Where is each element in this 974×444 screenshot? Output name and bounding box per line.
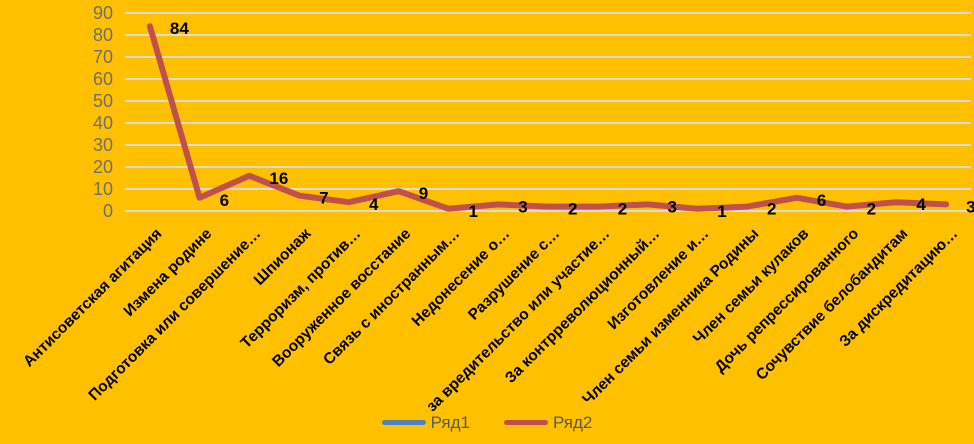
data-label: 16 — [269, 169, 288, 188]
legend-label-series2: Ряд2 — [553, 413, 593, 432]
y-tick-label: 20 — [93, 157, 113, 177]
data-label: 84 — [170, 19, 189, 38]
y-tick-label: 30 — [93, 135, 113, 155]
y-tick-label: 10 — [93, 179, 113, 199]
data-label: 1 — [717, 202, 726, 221]
y-tick-label: 40 — [93, 113, 113, 133]
data-label: 9 — [419, 184, 428, 203]
y-tick-label: 0 — [103, 201, 113, 221]
y-tick-label: 90 — [93, 3, 113, 23]
data-label: 2 — [867, 200, 876, 219]
data-label: 3 — [668, 197, 677, 216]
y-tick-label: 50 — [93, 91, 113, 111]
data-label: 2 — [767, 200, 776, 219]
y-tick-label: 80 — [93, 25, 113, 45]
data-label: 7 — [319, 189, 328, 208]
series2-line-swatch — [504, 420, 548, 425]
data-label: 6 — [220, 191, 229, 210]
data-label: 2 — [618, 200, 627, 219]
series-line-2[interactable] — [146, 23, 950, 212]
data-label: 3 — [966, 197, 974, 216]
data-label: 2 — [568, 200, 577, 219]
data-label: 3 — [518, 197, 527, 216]
legend-item-series1[interactable]: Ряд1 — [381, 413, 470, 432]
y-tick-label: 70 — [93, 47, 113, 67]
data-label: 4 — [916, 195, 926, 214]
series1-line-swatch — [381, 420, 426, 425]
legend-item-series2[interactable]: Ряд2 — [504, 414, 592, 431]
legend: Ряд1 Ряд2 — [0, 414, 974, 431]
data-label: 1 — [468, 202, 477, 221]
data-label: 6 — [817, 191, 826, 210]
data-label: 4 — [369, 195, 379, 214]
legend-label-series1: Ряд1 — [430, 413, 470, 432]
y-tick-label: 60 — [93, 69, 113, 89]
